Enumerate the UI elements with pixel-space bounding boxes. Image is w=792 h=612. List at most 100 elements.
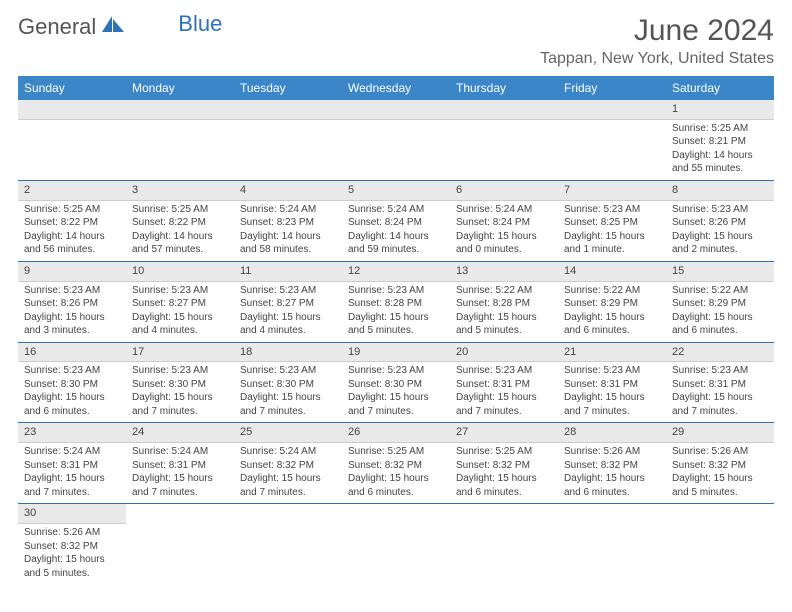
day-line: Sunset: 8:26 PM [24, 297, 120, 311]
day-line: Daylight: 15 hours and 7 minutes. [672, 391, 768, 418]
day-body: Sunrise: 5:26 AMSunset: 8:32 PMDaylight:… [558, 443, 666, 503]
day-line: Sunrise: 5:23 AM [348, 364, 444, 378]
day-number: 21 [558, 343, 666, 363]
table-row: 2Sunrise: 5:25 AMSunset: 8:22 PMDaylight… [18, 180, 774, 261]
day-body: Sunrise: 5:23 AMSunset: 8:31 PMDaylight:… [450, 362, 558, 422]
day-cell: 12Sunrise: 5:23 AMSunset: 8:28 PMDayligh… [342, 261, 450, 342]
day-body: Sunrise: 5:23 AMSunset: 8:31 PMDaylight:… [558, 362, 666, 422]
day-line: Sunset: 8:31 PM [564, 378, 660, 392]
day-line: Sunrise: 5:23 AM [24, 364, 120, 378]
day-cell [18, 100, 126, 180]
day-line: Sunset: 8:23 PM [240, 216, 336, 230]
day-line: Daylight: 15 hours and 7 minutes. [132, 391, 228, 418]
day-line: Sunrise: 5:25 AM [348, 445, 444, 459]
day-line: Sunset: 8:28 PM [456, 297, 552, 311]
day-cell: 3Sunrise: 5:25 AMSunset: 8:22 PMDaylight… [126, 180, 234, 261]
day-cell [342, 100, 450, 180]
day-line: Sunrise: 5:24 AM [240, 203, 336, 217]
day-line: Daylight: 15 hours and 5 minutes. [456, 311, 552, 338]
day-line: Sunset: 8:32 PM [564, 459, 660, 473]
table-row: 30Sunrise: 5:26 AMSunset: 8:32 PMDayligh… [18, 504, 774, 584]
day-line: Sunset: 8:32 PM [240, 459, 336, 473]
day-body: Sunrise: 5:23 AMSunset: 8:27 PMDaylight:… [234, 282, 342, 342]
day-line: Sunrise: 5:23 AM [132, 284, 228, 298]
day-cell: 7Sunrise: 5:23 AMSunset: 8:25 PMDaylight… [558, 180, 666, 261]
day-line: Sunset: 8:32 PM [24, 540, 120, 554]
day-cell: 19Sunrise: 5:23 AMSunset: 8:30 PMDayligh… [342, 342, 450, 423]
day-cell: 17Sunrise: 5:23 AMSunset: 8:30 PMDayligh… [126, 342, 234, 423]
day-line: Sunset: 8:31 PM [132, 459, 228, 473]
day-body: Sunrise: 5:23 AMSunset: 8:25 PMDaylight:… [558, 201, 666, 261]
location: Tappan, New York, United States [540, 50, 774, 68]
day-line: Sunrise: 5:23 AM [24, 284, 120, 298]
day-cell: 16Sunrise: 5:23 AMSunset: 8:30 PMDayligh… [18, 342, 126, 423]
day-line: Sunrise: 5:25 AM [132, 203, 228, 217]
day-body: Sunrise: 5:24 AMSunset: 8:24 PMDaylight:… [342, 201, 450, 261]
day-line: Daylight: 15 hours and 5 minutes. [348, 311, 444, 338]
day-line: Daylight: 15 hours and 7 minutes. [456, 391, 552, 418]
day-line: Daylight: 15 hours and 5 minutes. [24, 553, 120, 580]
day-number: 22 [666, 343, 774, 363]
day-line: Sunset: 8:24 PM [456, 216, 552, 230]
day-line: Sunset: 8:30 PM [132, 378, 228, 392]
day-body: Sunrise: 5:23 AMSunset: 8:30 PMDaylight:… [126, 362, 234, 422]
calendar-body: 1Sunrise: 5:25 AMSunset: 8:21 PMDaylight… [18, 100, 774, 584]
day-number: 15 [666, 262, 774, 282]
day-number: 25 [234, 423, 342, 443]
day-number: 14 [558, 262, 666, 282]
day-line: Sunset: 8:24 PM [348, 216, 444, 230]
weekday-header: Friday [558, 76, 666, 100]
day-cell: 28Sunrise: 5:26 AMSunset: 8:32 PMDayligh… [558, 423, 666, 504]
weekday-header: Thursday [450, 76, 558, 100]
day-cell: 29Sunrise: 5:26 AMSunset: 8:32 PMDayligh… [666, 423, 774, 504]
day-body: Sunrise: 5:22 AMSunset: 8:28 PMDaylight:… [450, 282, 558, 342]
day-line: Sunrise: 5:26 AM [24, 526, 120, 540]
weekday-header: Wednesday [342, 76, 450, 100]
day-line: Sunrise: 5:25 AM [456, 445, 552, 459]
empty-day-bar [18, 100, 126, 120]
day-number: 26 [342, 423, 450, 443]
day-line: Sunset: 8:30 PM [348, 378, 444, 392]
day-cell: 2Sunrise: 5:25 AMSunset: 8:22 PMDaylight… [18, 180, 126, 261]
day-number: 6 [450, 181, 558, 201]
day-line: Sunset: 8:32 PM [456, 459, 552, 473]
table-row: 1Sunrise: 5:25 AMSunset: 8:21 PMDaylight… [18, 100, 774, 180]
table-row: 23Sunrise: 5:24 AMSunset: 8:31 PMDayligh… [18, 423, 774, 504]
day-body: Sunrise: 5:25 AMSunset: 8:21 PMDaylight:… [666, 120, 774, 180]
day-cell: 26Sunrise: 5:25 AMSunset: 8:32 PMDayligh… [342, 423, 450, 504]
day-line: Sunset: 8:32 PM [348, 459, 444, 473]
logo: General Blue [18, 14, 222, 40]
empty-day-bar [450, 100, 558, 120]
title-block: June 2024 Tappan, New York, United State… [540, 14, 774, 68]
logo-text-blue: Blue [178, 11, 222, 37]
day-body: Sunrise: 5:24 AMSunset: 8:23 PMDaylight:… [234, 201, 342, 261]
day-line: Daylight: 15 hours and 5 minutes. [672, 472, 768, 499]
day-line: Daylight: 15 hours and 7 minutes. [564, 391, 660, 418]
day-line: Daylight: 14 hours and 59 minutes. [348, 230, 444, 257]
table-row: 16Sunrise: 5:23 AMSunset: 8:30 PMDayligh… [18, 342, 774, 423]
day-number: 13 [450, 262, 558, 282]
day-body: Sunrise: 5:24 AMSunset: 8:31 PMDaylight:… [126, 443, 234, 503]
day-line: Daylight: 15 hours and 6 minutes. [456, 472, 552, 499]
day-cell: 6Sunrise: 5:24 AMSunset: 8:24 PMDaylight… [450, 180, 558, 261]
day-cell: 21Sunrise: 5:23 AMSunset: 8:31 PMDayligh… [558, 342, 666, 423]
day-body: Sunrise: 5:22 AMSunset: 8:29 PMDaylight:… [558, 282, 666, 342]
day-line: Daylight: 15 hours and 6 minutes. [564, 472, 660, 499]
day-number: 2 [18, 181, 126, 201]
day-line: Sunrise: 5:24 AM [24, 445, 120, 459]
day-number: 24 [126, 423, 234, 443]
day-cell [234, 100, 342, 180]
day-line: Sunrise: 5:23 AM [672, 203, 768, 217]
day-cell [558, 100, 666, 180]
day-line: Daylight: 15 hours and 6 minutes. [564, 311, 660, 338]
day-line: Daylight: 15 hours and 7 minutes. [348, 391, 444, 418]
day-number: 28 [558, 423, 666, 443]
day-cell: 15Sunrise: 5:22 AMSunset: 8:29 PMDayligh… [666, 261, 774, 342]
day-line: Sunrise: 5:23 AM [456, 364, 552, 378]
day-body: Sunrise: 5:26 AMSunset: 8:32 PMDaylight:… [666, 443, 774, 503]
day-line: Sunset: 8:26 PM [672, 216, 768, 230]
day-line: Sunset: 8:30 PM [24, 378, 120, 392]
day-line: Daylight: 15 hours and 4 minutes. [240, 311, 336, 338]
day-line: Sunrise: 5:23 AM [240, 364, 336, 378]
day-cell: 25Sunrise: 5:24 AMSunset: 8:32 PMDayligh… [234, 423, 342, 504]
